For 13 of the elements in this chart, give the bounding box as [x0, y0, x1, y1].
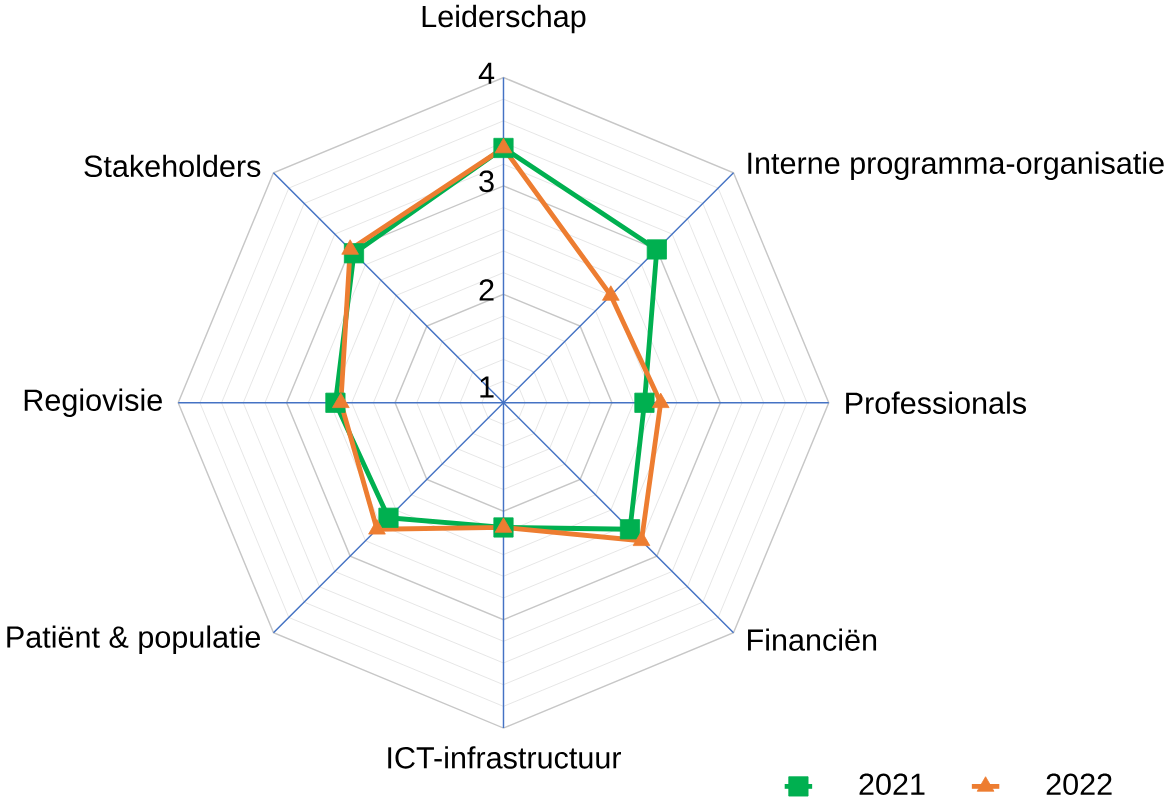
spoke-label: Regiovisie — [24, 388, 162, 417]
spoke-label: Financiën — [748, 628, 877, 651]
spoke-label: ICT-infrastructuur — [388, 746, 622, 769]
spoke-label: Interne programma-organisatie — [748, 151, 1164, 180]
y-tick-label: 3 — [479, 170, 494, 193]
legend-label: 2022 — [1046, 773, 1112, 795]
spoke-label: Patiënt & populatie — [7, 625, 261, 654]
spoke-label: Stakeholders — [84, 154, 261, 177]
y-tick-label: 2 — [479, 279, 494, 301]
spoke-label: Leiderschap — [422, 4, 586, 34]
y-tick-label: 4 — [478, 62, 495, 84]
legend-label: 2021 — [859, 773, 925, 795]
spoke-label: Professionals — [846, 391, 1027, 414]
